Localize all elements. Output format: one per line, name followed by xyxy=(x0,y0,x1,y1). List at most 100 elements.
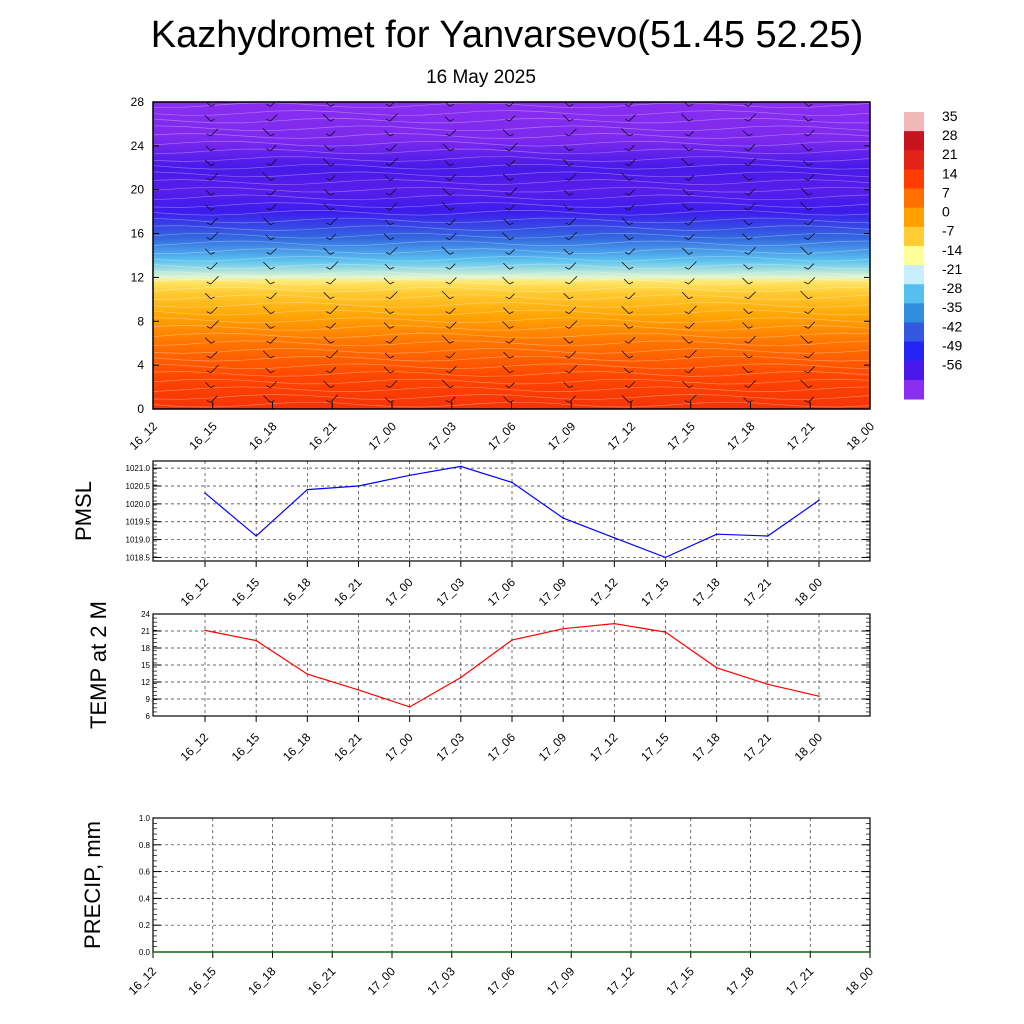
wind-barb xyxy=(445,219,456,226)
wind-barb xyxy=(684,367,695,374)
wind-barb xyxy=(266,292,277,300)
data-point xyxy=(767,535,769,537)
wind-barb xyxy=(385,143,397,152)
wind-barb xyxy=(263,261,275,270)
contour-line xyxy=(153,110,870,116)
wind-barb xyxy=(502,232,514,240)
wind-barb xyxy=(206,231,219,240)
precip-panel: 0.0 0.2 0.4 0.6 0.8 1.0 16_12 16_15 16_18 16_21 17… xyxy=(80,814,876,998)
wind-barb xyxy=(385,291,398,300)
colorbar-label: 21 xyxy=(942,146,958,162)
wind-barb xyxy=(326,233,337,240)
wind-barb xyxy=(681,336,693,344)
wind-barb xyxy=(322,158,335,166)
wind-barb xyxy=(505,293,515,300)
wind-barb xyxy=(623,234,634,240)
wind-barb xyxy=(265,323,275,329)
wind-barb xyxy=(204,337,215,344)
colorbar-label: -28 xyxy=(942,280,962,296)
wind-barb xyxy=(263,350,275,359)
wind-barb xyxy=(744,380,756,388)
wind-barb xyxy=(624,248,636,255)
data-point xyxy=(570,951,573,953)
wind-barb xyxy=(681,247,693,255)
wind-barb xyxy=(804,232,816,240)
wind-barb xyxy=(206,395,218,403)
y-tick-label: 1020.0 xyxy=(126,500,151,509)
wind-barb xyxy=(502,365,514,374)
x-tick-label: 16_21 xyxy=(306,419,340,453)
wind-barb xyxy=(742,174,753,181)
x-tick-label: 17_21 xyxy=(740,730,774,764)
colorbar-box xyxy=(904,265,924,285)
y-tick-label: 12 xyxy=(131,270,145,284)
wind-barb xyxy=(624,189,635,196)
contour-line xyxy=(153,240,870,247)
wind-barb xyxy=(385,157,398,166)
y-tick-label: 1019.5 xyxy=(126,518,151,527)
wind-barb xyxy=(441,335,454,344)
data-point xyxy=(391,951,393,953)
colorbar-box xyxy=(904,341,924,362)
y-tick-label: 12 xyxy=(141,678,150,687)
wind-barb xyxy=(204,204,215,211)
wind-barb xyxy=(266,145,277,152)
x-tick-label: 16_18 xyxy=(246,419,280,453)
data-point xyxy=(255,639,257,642)
wind-barb xyxy=(445,352,456,359)
y-axis-label: PRECIP, mm xyxy=(80,821,105,949)
wind-barb xyxy=(800,202,813,211)
contour-line xyxy=(153,263,870,270)
wind-barb xyxy=(204,159,215,166)
colorbar-label: -56 xyxy=(942,357,962,373)
wind-barb xyxy=(742,130,753,137)
grid-lines xyxy=(153,461,870,561)
wind-barb xyxy=(326,350,339,359)
wind-barb xyxy=(505,115,516,122)
wind-barb xyxy=(803,102,813,107)
x-tick-label: 17_06 xyxy=(485,730,519,764)
wind-barb xyxy=(266,248,277,255)
data-point xyxy=(630,951,632,953)
wind-barb xyxy=(323,380,335,388)
wind-barb xyxy=(206,351,218,359)
contour-line xyxy=(153,194,870,201)
wind-barb xyxy=(323,336,335,344)
data-point xyxy=(255,535,257,537)
data-point xyxy=(715,667,718,669)
wind-barb xyxy=(682,188,693,196)
x-tick-label: 16_18 xyxy=(245,964,279,998)
wind-barb xyxy=(563,293,574,300)
x-tick-label: 17_00 xyxy=(382,575,416,609)
wind-barb xyxy=(204,248,215,255)
wind-barb xyxy=(565,320,578,329)
wind-barb xyxy=(385,202,398,211)
wind-barb xyxy=(266,189,277,196)
data-point xyxy=(715,533,718,536)
contour-line xyxy=(153,179,870,185)
data-point xyxy=(331,951,334,953)
wind-barb xyxy=(563,337,574,344)
wind-barb xyxy=(204,293,215,300)
wind-barb xyxy=(445,307,456,314)
wind-barb xyxy=(326,278,337,285)
wind-barb xyxy=(624,158,636,166)
y-tick-label: 18 xyxy=(141,644,150,653)
y-tick-label: 0.8 xyxy=(139,841,151,850)
contour-line xyxy=(153,210,870,216)
wind-barb xyxy=(204,381,215,388)
contour-line xyxy=(153,163,870,170)
contour-line xyxy=(153,363,870,370)
wind-barb xyxy=(326,394,339,403)
x-tick-label: 18_00 xyxy=(844,419,878,453)
wind-barb xyxy=(743,219,753,226)
wind-barb xyxy=(621,350,634,359)
wind-barb xyxy=(326,305,339,314)
wind-barb xyxy=(562,159,574,166)
colorbar-label: 7 xyxy=(942,184,950,200)
wind-barb xyxy=(206,306,218,314)
data-point xyxy=(460,465,462,468)
wind-barb xyxy=(445,277,457,285)
wind-barb xyxy=(565,306,577,314)
wind-barb xyxy=(743,352,753,359)
